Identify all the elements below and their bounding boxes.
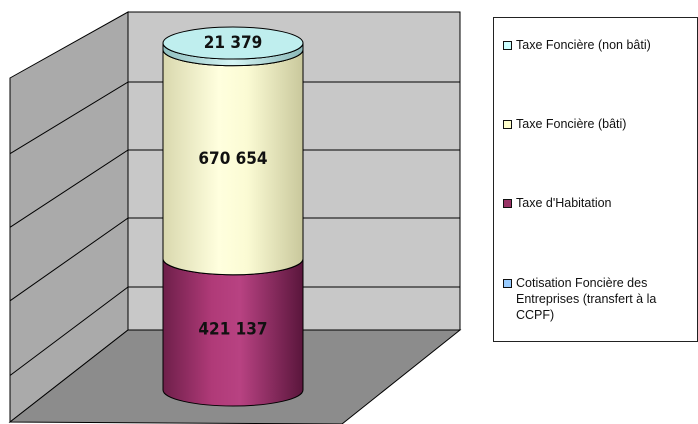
stacked-cylinder-chart: 421 137 670 654 21 379 [8, 11, 462, 424]
legend-label-bati: Taxe Foncière (bâti) [516, 117, 627, 131]
gridline-side [9, 149, 129, 228]
data-label-habitation: 421 137 [198, 319, 267, 339]
gridline-side [9, 217, 129, 302]
gridline-side [9, 286, 129, 376]
legend-label-cfe: Cotisation Foncière des Entreprises (tra… [516, 276, 657, 322]
legend-swatch-bati [503, 120, 512, 129]
legend-swatch-non-bati [503, 41, 512, 50]
data-label-bati: 670 654 [198, 149, 267, 169]
cylinder-top-cap [162, 26, 304, 60]
data-label-non-bati: 21 379 [204, 33, 263, 53]
legend: Taxe Foncière (non bâti) Taxe Foncière (… [493, 17, 698, 342]
legend-item-bati: Taxe Foncière (bâti) [503, 116, 693, 132]
cylinder [162, 26, 304, 407]
legend-swatch-habitation [503, 199, 512, 208]
legend-label-non-bati: Taxe Foncière (non bâti) [516, 38, 651, 52]
legend-swatch-cfe [503, 279, 512, 288]
legend-label-habitation: Taxe d'Habitation [516, 196, 612, 210]
gridline-side [9, 81, 129, 155]
legend-item-habitation: Taxe d'Habitation [503, 195, 693, 211]
legend-item-non-bati: Taxe Foncière (non bâti) [503, 37, 693, 53]
legend-item-cfe: Cotisation Foncière des Entreprises (tra… [503, 275, 693, 323]
